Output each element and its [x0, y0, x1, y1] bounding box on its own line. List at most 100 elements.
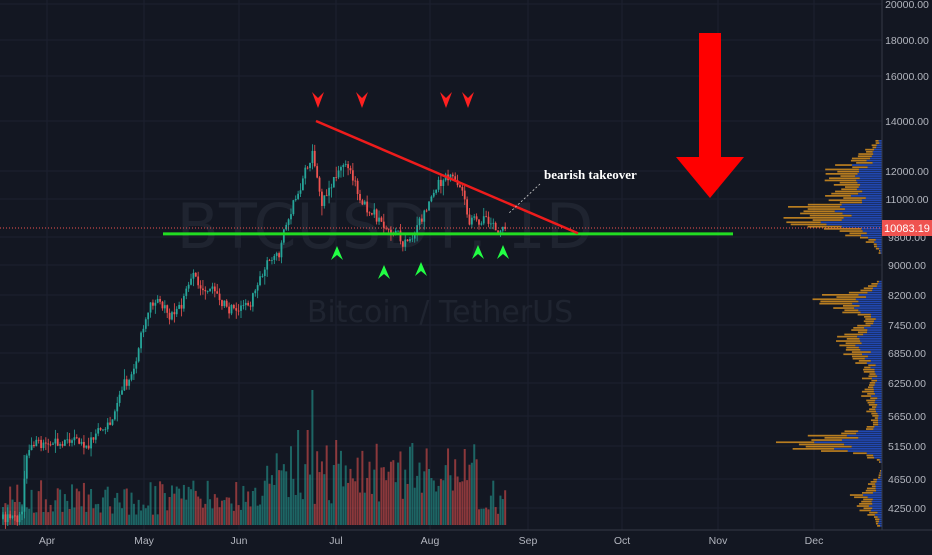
volume-bar [461, 481, 464, 525]
vp-down-bar [875, 247, 879, 250]
time-axis[interactable]: Apr May Jun Jul Aug Sep Oct Nov Dec [0, 529, 932, 550]
candle-body [73, 437, 76, 441]
vp-up-bar [859, 338, 882, 340]
vp-up-bar [867, 331, 882, 334]
volume-bar [337, 463, 340, 525]
candle-body [459, 185, 461, 188]
volume-bar [361, 450, 364, 525]
up-marker [378, 265, 390, 279]
price-axis[interactable]: 20000.00 18000.00 16000.00 14000.00 12000.00… [881, 0, 932, 530]
candle-body [259, 276, 261, 286]
volume-bar [456, 476, 459, 525]
x-tick-label: Dec [805, 535, 824, 547]
vp-down-bar [833, 184, 861, 186]
volume-bar [104, 489, 107, 525]
vp-up-bar [874, 426, 882, 428]
candle-body [16, 515, 19, 523]
volume-bar [499, 495, 502, 525]
candle-body [378, 217, 380, 222]
volume-bars [2, 390, 507, 525]
candle-body [121, 390, 123, 395]
candle-body [37, 439, 40, 441]
volume-bar [328, 500, 331, 525]
volume-bar [90, 489, 93, 525]
volume-bar [28, 508, 31, 525]
candle-body [218, 293, 221, 301]
candle-body [180, 304, 183, 309]
time-axis-bg [0, 530, 932, 550]
volume-bar [244, 501, 247, 525]
vp-up-bar [868, 505, 882, 507]
vp-down-bar [812, 219, 842, 221]
volume-bar [411, 442, 414, 525]
x-tick-label: May [134, 535, 155, 547]
x-tick-label: Jun [231, 535, 248, 547]
candle-body [463, 190, 466, 200]
candle-body [25, 455, 28, 479]
volume-bar [187, 486, 190, 525]
volume-bar [111, 513, 114, 525]
candle-body [102, 429, 104, 431]
volume-bar [292, 478, 295, 525]
vp-down-bar [868, 375, 878, 378]
volume-bar [54, 500, 57, 525]
candle-body [461, 187, 464, 191]
vp-down-bar [861, 395, 872, 397]
volume-bar [249, 506, 252, 525]
arrow-shaft [699, 33, 721, 157]
vp-down-bar [845, 349, 861, 351]
volume-bar [354, 481, 357, 525]
vp-down-bar [875, 142, 880, 144]
vp-up-bar [867, 236, 882, 239]
vp-up-bar [879, 142, 882, 144]
candle-body [478, 219, 480, 225]
vp-up-bar [866, 232, 882, 235]
volume-bar [404, 469, 407, 525]
candle-body [332, 176, 335, 188]
y-tick-label: 12000.00 [885, 166, 929, 178]
vp-up-bar [878, 247, 882, 250]
candle-body [501, 226, 504, 231]
vp-up-bar [872, 507, 882, 510]
vp-down-bar [842, 305, 860, 307]
vp-down-bar [874, 245, 878, 248]
candle-body [11, 515, 14, 519]
candle-body [416, 225, 419, 234]
volume-bar [66, 500, 69, 525]
candle-body [9, 514, 12, 519]
candle-body [423, 210, 426, 222]
bearish-arrow[interactable] [676, 33, 744, 198]
vp-down-bar [868, 239, 876, 241]
vp-up-bar [880, 474, 882, 477]
x-tick-label: Oct [614, 535, 630, 547]
resistance-line[interactable] [315, 119, 579, 235]
volume-bar [473, 444, 476, 525]
vp-down-bar [866, 487, 876, 490]
volume-bar [78, 491, 81, 525]
vp-down-bar [800, 212, 843, 215]
volume-bar [218, 507, 221, 525]
vp-down-bar [844, 309, 859, 312]
vp-up-bar [857, 335, 882, 338]
candle-body [273, 255, 276, 260]
up-marker [415, 262, 427, 276]
vp-up-bar [826, 223, 882, 226]
annotation-text[interactable]: bearish takeover [544, 167, 637, 182]
volume-bar [25, 507, 28, 525]
candle-body [49, 444, 52, 446]
volume-bar [220, 500, 223, 525]
volume-bar [466, 480, 469, 525]
vp-down-bar [879, 470, 881, 472]
vp-up-bar [844, 443, 882, 446]
vp-up-bar [874, 384, 882, 386]
candle-body [409, 239, 411, 242]
y-tick-label: 18000.00 [885, 35, 929, 47]
vp-down-bar [868, 386, 874, 389]
vp-up-bar [878, 520, 882, 523]
candle-body [106, 422, 109, 430]
candle-body [130, 374, 133, 380]
candle-body [278, 253, 280, 258]
candle-body [301, 178, 304, 191]
